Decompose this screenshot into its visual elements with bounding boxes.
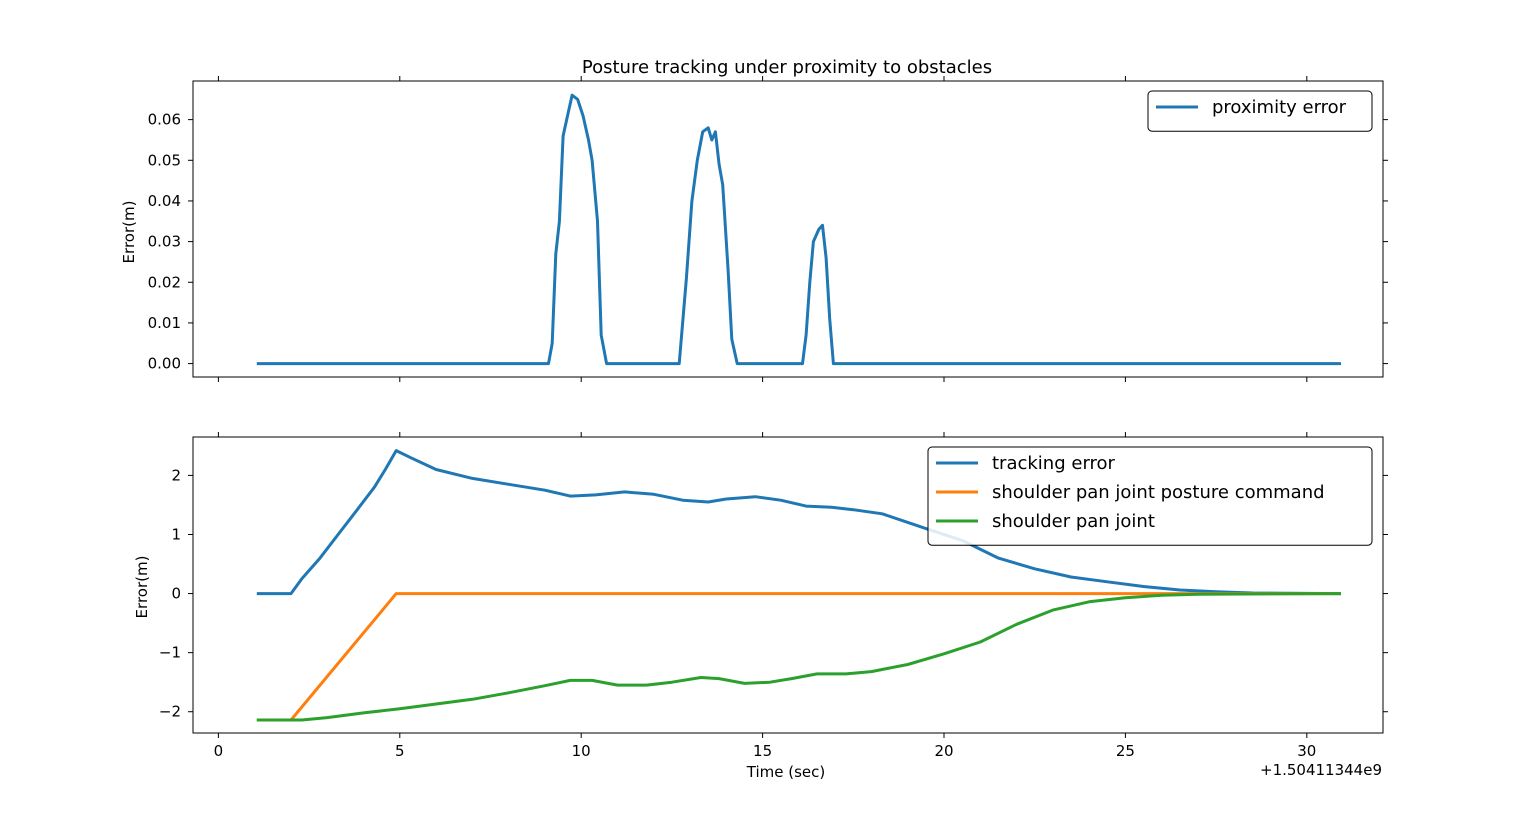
series-line-shoulder-pan-joint bbox=[256, 592, 1342, 722]
legend-label: shoulder pan joint posture command bbox=[992, 482, 1325, 503]
x-tick-label: 15 bbox=[753, 742, 772, 760]
legend-box bbox=[1147, 90, 1373, 132]
y-tick-label: 0.01 bbox=[148, 314, 181, 332]
proximity-error-y-ticks: 0.00 0.01 0.02 0.03 0.04 0.05 0.06 bbox=[148, 111, 1388, 373]
y-tick-label: 0.03 bbox=[148, 233, 181, 251]
series-line-proximity-error bbox=[256, 93, 1341, 366]
tracking-error-axes-frame bbox=[192, 436, 1384, 734]
proximity-error-legend: proximity error bbox=[1147, 90, 1373, 132]
proximity-error-x-ticks bbox=[217, 76, 1308, 382]
y-axis-label: Error(m) bbox=[133, 556, 151, 619]
legend-box bbox=[927, 446, 1373, 546]
y-tick-label: 0.02 bbox=[148, 273, 181, 291]
x-axis-offset-label: +1.50411344e9 bbox=[1260, 761, 1382, 779]
x-tick-label: 20 bbox=[934, 742, 953, 760]
x-tick-label: 25 bbox=[1116, 742, 1135, 760]
legend-label: tracking error bbox=[992, 453, 1116, 474]
tracking-error-plot-area bbox=[256, 449, 1342, 722]
legend-label: proximity error bbox=[1212, 97, 1347, 118]
y-axis-label: Error(m) bbox=[120, 201, 138, 264]
chart-title: Posture tracking under proximity to obst… bbox=[582, 57, 992, 78]
tracking-error-legend: tracking error shoulder pan joint posture… bbox=[927, 446, 1373, 546]
y-tick-label: 2 bbox=[171, 466, 181, 484]
x-tick-label: 5 bbox=[395, 742, 405, 760]
y-tick-label: 0.06 bbox=[148, 111, 181, 129]
y-tick-label: 0.05 bbox=[148, 151, 181, 169]
x-axis-label: Time (sec) bbox=[746, 763, 825, 781]
proximity-error-chart: Posture tracking under proximity to obst… bbox=[120, 57, 1388, 382]
tracking-error-chart: 0 5 10 15 20 25 30 210−1−2 Error(m) Time (sec)… bbox=[133, 432, 1388, 781]
y-tick-label: 0 bbox=[171, 585, 181, 603]
legend-label: shoulder pan joint bbox=[992, 511, 1155, 532]
series-line-tracking-error bbox=[256, 449, 1342, 596]
y-tick-label: −2 bbox=[159, 703, 181, 721]
proximity-error-plot-area bbox=[256, 93, 1341, 366]
y-tick-label: 1 bbox=[171, 525, 181, 543]
y-tick-label: −1 bbox=[159, 644, 181, 662]
proximity-error-axes-frame bbox=[192, 80, 1384, 378]
y-tick-label: 0.04 bbox=[148, 192, 181, 210]
y-tick-label: 0.00 bbox=[148, 355, 181, 373]
x-tick-label: 30 bbox=[1297, 742, 1316, 760]
x-tick-label: 10 bbox=[572, 742, 591, 760]
tracking-error-x-ticks: 0 5 10 15 20 25 30 bbox=[214, 432, 1316, 760]
tracking-error-y-ticks: 2 1 0 −1 −2 bbox=[159, 466, 1388, 721]
x-tick-label: 0 bbox=[214, 742, 224, 760]
